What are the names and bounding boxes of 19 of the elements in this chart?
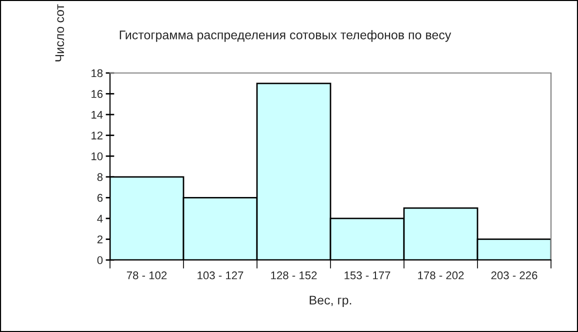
y-tick-label: 16	[92, 90, 103, 98]
chart-title: Гистограмма распределения сотовых телефонов по весу	[120, 30, 452, 42]
x-tick-label: 203 - 226	[491, 271, 538, 280]
x-tick-label: 128 - 152	[271, 271, 317, 280]
x-tick-label: 153 - 177	[344, 271, 390, 280]
y-tick-label: 2	[97, 235, 102, 244]
y-tick-label: 18	[92, 69, 103, 78]
x-axis-title: Вес, гр.	[310, 296, 352, 308]
x-tick-label: 78 - 102	[126, 271, 167, 280]
y-tick-label: 14	[92, 110, 103, 119]
y-tick-label: 4	[97, 214, 103, 222]
y-tick-label: 0	[97, 256, 103, 264]
x-tick-label: 103 - 127	[198, 271, 244, 280]
y-tick-label: 12	[92, 132, 102, 140]
y-axis-title: Число сот	[55, 4, 64, 62]
x-tick-label: 178 - 202	[418, 271, 464, 280]
y-tick-label: 10	[92, 152, 103, 160]
y-tick-label: 6	[97, 194, 103, 202]
y-tick-label: 8	[97, 173, 103, 182]
